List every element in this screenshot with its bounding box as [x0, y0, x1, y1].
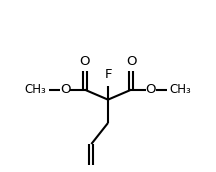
Text: CH₃: CH₃ — [25, 83, 46, 96]
Text: O: O — [79, 55, 90, 68]
Text: F: F — [104, 68, 112, 81]
Text: O: O — [60, 83, 70, 96]
Text: O: O — [126, 55, 137, 68]
Text: CH₃: CH₃ — [170, 83, 191, 96]
Text: O: O — [146, 83, 156, 96]
